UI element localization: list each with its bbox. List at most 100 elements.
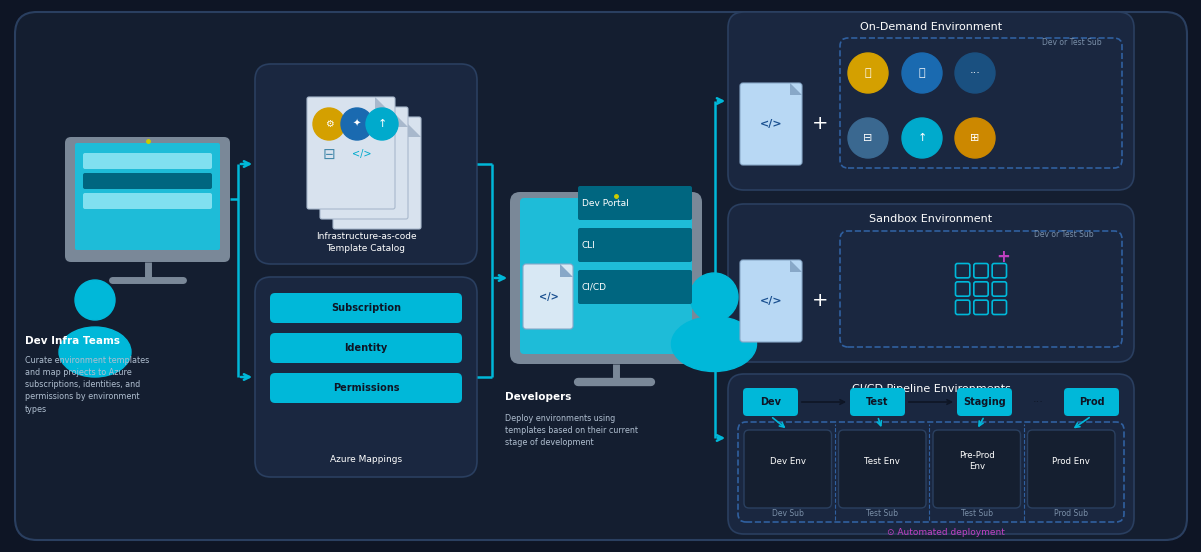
FancyBboxPatch shape: [974, 300, 988, 315]
FancyBboxPatch shape: [74, 143, 220, 250]
FancyBboxPatch shape: [83, 193, 213, 209]
FancyBboxPatch shape: [933, 430, 1021, 508]
Text: Dev or Test Sub: Dev or Test Sub: [1042, 38, 1101, 47]
FancyBboxPatch shape: [65, 137, 231, 262]
Text: CI/CD Pipeline Environments: CI/CD Pipeline Environments: [852, 384, 1010, 394]
FancyBboxPatch shape: [992, 282, 1006, 296]
FancyBboxPatch shape: [14, 12, 1187, 540]
FancyBboxPatch shape: [728, 204, 1134, 362]
Text: +: +: [812, 114, 829, 134]
Text: Staging: Staging: [963, 397, 1006, 407]
Text: Dev or Test Sub: Dev or Test Sub: [1034, 230, 1094, 239]
FancyBboxPatch shape: [728, 374, 1134, 534]
Text: CLI: CLI: [582, 241, 596, 250]
Polygon shape: [375, 97, 395, 117]
Text: </>: </>: [352, 149, 372, 159]
Text: Azure Mappings: Azure Mappings: [330, 455, 402, 464]
Polygon shape: [790, 260, 802, 272]
FancyBboxPatch shape: [307, 97, 395, 209]
Text: ⚙: ⚙: [324, 119, 334, 129]
FancyBboxPatch shape: [956, 282, 970, 296]
Text: Developers: Developers: [504, 392, 572, 402]
FancyBboxPatch shape: [520, 198, 692, 354]
Text: </>: </>: [760, 119, 782, 129]
Polygon shape: [790, 83, 802, 95]
FancyBboxPatch shape: [270, 373, 462, 403]
Text: Subscription: Subscription: [331, 303, 401, 313]
FancyBboxPatch shape: [510, 192, 703, 364]
FancyBboxPatch shape: [740, 260, 802, 342]
FancyBboxPatch shape: [578, 270, 692, 304]
Text: Sandbox Environment: Sandbox Environment: [870, 214, 992, 224]
Circle shape: [848, 53, 888, 93]
FancyBboxPatch shape: [270, 333, 462, 363]
FancyBboxPatch shape: [255, 64, 477, 264]
Text: Deploy environments using
templates based on their current
stage of development: Deploy environments using templates base…: [504, 414, 638, 447]
Ellipse shape: [59, 327, 131, 377]
Text: ⊞: ⊞: [970, 133, 980, 143]
Circle shape: [341, 108, 374, 140]
Circle shape: [366, 108, 398, 140]
Text: Infrastructure-as-code
Template Catalog: Infrastructure-as-code Template Catalog: [316, 232, 417, 253]
FancyBboxPatch shape: [578, 228, 692, 262]
Text: Prod Sub: Prod Sub: [1054, 509, 1088, 518]
FancyBboxPatch shape: [974, 263, 988, 278]
Polygon shape: [388, 107, 408, 127]
FancyBboxPatch shape: [838, 430, 926, 508]
Text: </>: </>: [760, 296, 782, 306]
FancyBboxPatch shape: [743, 388, 797, 416]
Text: ✦: ✦: [353, 119, 362, 129]
Text: ···: ···: [969, 68, 980, 78]
Circle shape: [848, 118, 888, 158]
Text: ↑: ↑: [918, 133, 927, 143]
Text: +: +: [997, 247, 1010, 266]
Text: +: +: [812, 291, 829, 310]
Text: Test Env: Test Env: [865, 457, 901, 466]
FancyBboxPatch shape: [333, 117, 422, 229]
Text: Permissions: Permissions: [333, 383, 399, 393]
Text: Curate environment templates
and map projects to Azure
subscriptions, identities: Curate environment templates and map pro…: [25, 356, 149, 413]
Polygon shape: [401, 117, 422, 137]
Text: ⊟: ⊟: [864, 133, 873, 143]
Text: Prod: Prod: [1078, 397, 1104, 407]
FancyBboxPatch shape: [1064, 388, 1119, 416]
Circle shape: [74, 280, 115, 320]
Text: </>: </>: [538, 292, 558, 302]
FancyBboxPatch shape: [578, 186, 692, 220]
Text: On-Demand Environment: On-Demand Environment: [860, 22, 1002, 32]
FancyBboxPatch shape: [522, 264, 573, 329]
Ellipse shape: [671, 316, 757, 371]
FancyBboxPatch shape: [743, 430, 831, 508]
FancyBboxPatch shape: [1028, 430, 1115, 508]
Text: Prod Env: Prod Env: [1052, 457, 1091, 466]
Text: ↑: ↑: [377, 119, 387, 129]
FancyBboxPatch shape: [728, 12, 1134, 190]
Text: ···: ···: [1033, 397, 1044, 407]
Text: Dev Sub: Dev Sub: [772, 509, 803, 518]
Circle shape: [313, 108, 345, 140]
FancyBboxPatch shape: [319, 107, 408, 219]
Text: Pre-Prod
Env: Pre-Prod Env: [958, 452, 994, 471]
Text: ⎈: ⎈: [919, 68, 925, 78]
FancyBboxPatch shape: [83, 153, 213, 169]
FancyBboxPatch shape: [957, 388, 1012, 416]
Circle shape: [955, 118, 994, 158]
Circle shape: [902, 118, 942, 158]
Text: ⊟: ⊟: [323, 146, 335, 162]
Text: Dev Infra Teams: Dev Infra Teams: [25, 336, 120, 346]
Text: 🔑: 🔑: [865, 68, 871, 78]
Circle shape: [902, 53, 942, 93]
Text: Dev Portal: Dev Portal: [582, 199, 629, 208]
FancyBboxPatch shape: [956, 263, 970, 278]
Text: Test: Test: [866, 397, 889, 407]
Text: Test Sub: Test Sub: [961, 509, 993, 518]
Text: CI/CD: CI/CD: [582, 283, 607, 291]
FancyBboxPatch shape: [740, 83, 802, 165]
FancyBboxPatch shape: [956, 300, 970, 315]
Circle shape: [955, 53, 994, 93]
FancyBboxPatch shape: [850, 388, 906, 416]
Text: Identity: Identity: [345, 343, 388, 353]
Text: Dev Env: Dev Env: [770, 457, 806, 466]
FancyBboxPatch shape: [992, 263, 1006, 278]
FancyBboxPatch shape: [974, 282, 988, 296]
